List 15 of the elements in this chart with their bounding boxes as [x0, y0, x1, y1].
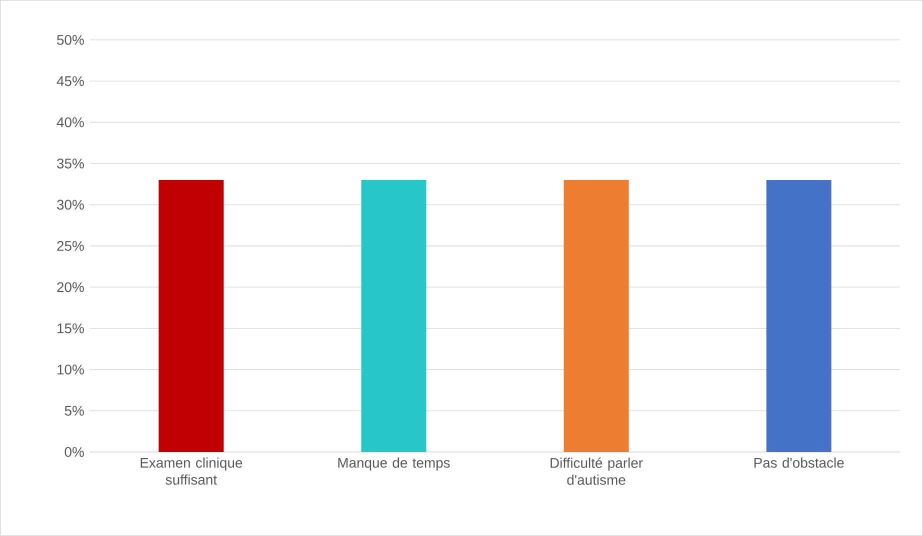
y-tick-label: 50% — [57, 35, 84, 45]
y-tick-label: 25% — [57, 241, 84, 251]
y-tick-label: 40% — [56, 117, 84, 128]
y-tick-label: 15% — [58, 323, 84, 334]
x-tick-label: Difficulté parler d'autisme — [550, 458, 643, 485]
y-tick-label: 35% — [57, 158, 84, 169]
x-tick-label: Examen clinique suffisant — [140, 458, 242, 485]
x-tick-label: Manque de temps — [338, 458, 450, 471]
y-tick-label: 5% — [64, 406, 84, 416]
y-tick-label: 0% — [64, 447, 84, 457]
y-tick-label: 20% — [57, 282, 84, 292]
y-tick-label: 10% — [58, 364, 84, 375]
y-tick-label: 45% — [56, 76, 84, 86]
x-tick-label: Pas d'obstacle — [754, 458, 844, 468]
y-tick-label: 30% — [57, 200, 84, 210]
